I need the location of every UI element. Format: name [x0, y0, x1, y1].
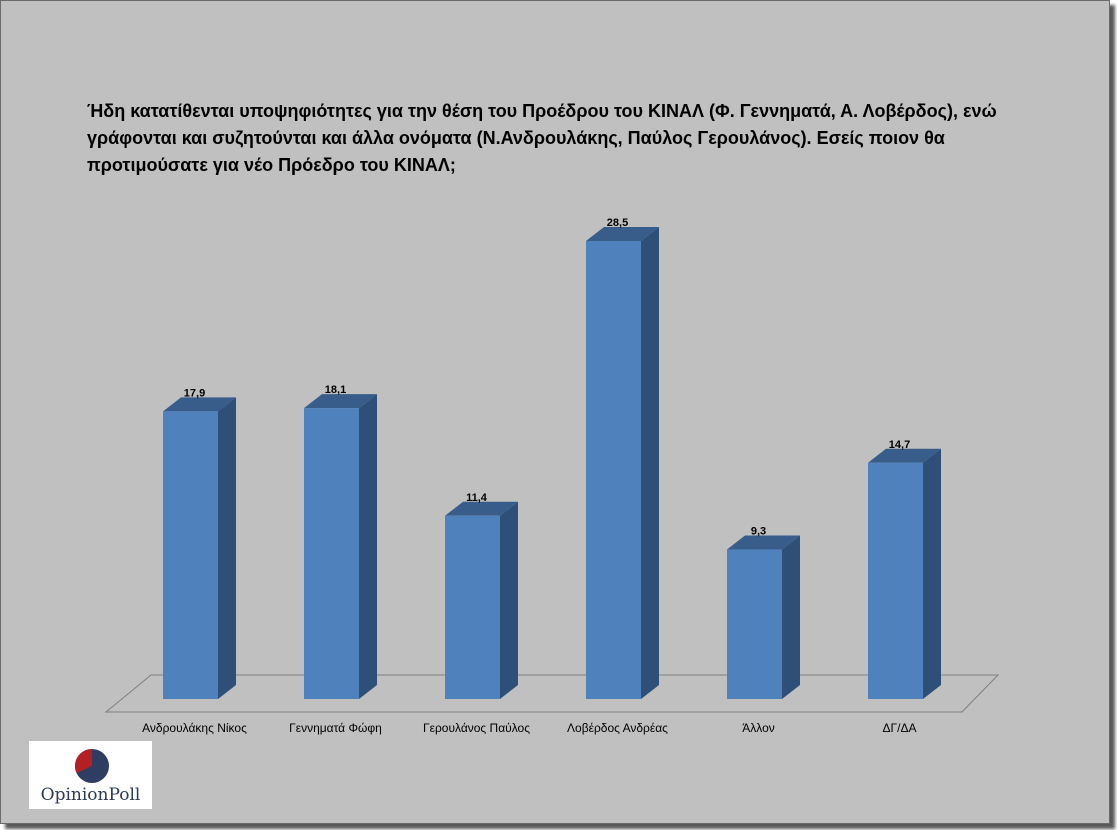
- bar-2: [445, 515, 500, 699]
- bar-top-0: [163, 397, 236, 412]
- category-label-2: Γερουλάνος Παύλος: [423, 721, 530, 735]
- chart-title: Ήδη κατατίθενται υποψηφιότητες για την θ…: [87, 101, 997, 175]
- bar-top-3: [586, 227, 659, 241]
- bar-5: [868, 462, 923, 699]
- category-label-5: ΔΓ/ΔΑ: [883, 721, 917, 735]
- bar-top-4: [727, 535, 800, 550]
- bar-side-0: [218, 397, 236, 699]
- bar-0: [163, 411, 218, 699]
- category-label-1: Γεννηματά Φώφη: [289, 721, 382, 735]
- bar-side-5: [923, 448, 941, 699]
- data-label-3: 28,5: [607, 217, 628, 229]
- category-label-0: Ανδρουλάκης Νίκος: [142, 721, 247, 735]
- data-label-1: 18,1: [325, 384, 346, 396]
- logo-text: OpinionPoll: [40, 785, 141, 805]
- category-label-3: Λοβέρδος Ανδρέας: [567, 721, 668, 735]
- bar-top-2: [445, 501, 518, 516]
- bar-side-1: [359, 394, 377, 699]
- bar-4: [727, 549, 782, 699]
- bar-side-4: [782, 535, 800, 699]
- bar-top-5: [868, 448, 941, 463]
- data-label-4: 9,3: [751, 526, 766, 538]
- logo-red-wedge: [74, 749, 92, 773]
- data-label-5: 14,7: [889, 439, 910, 451]
- opinionpoll-logo: OpinionPoll: [29, 741, 152, 809]
- category-label-4: Άλλον: [742, 721, 775, 735]
- opinionpoll-logo-icon: [74, 749, 109, 783]
- bar-side-2: [500, 501, 518, 699]
- bar-1: [304, 408, 359, 699]
- data-label-0: 17,9: [184, 387, 205, 399]
- bar-top-1: [304, 394, 377, 409]
- data-label-2: 11,4: [466, 492, 488, 504]
- chart-floor: [104, 674, 1000, 713]
- bar-side-3: [641, 227, 659, 699]
- bar-3: [586, 241, 641, 699]
